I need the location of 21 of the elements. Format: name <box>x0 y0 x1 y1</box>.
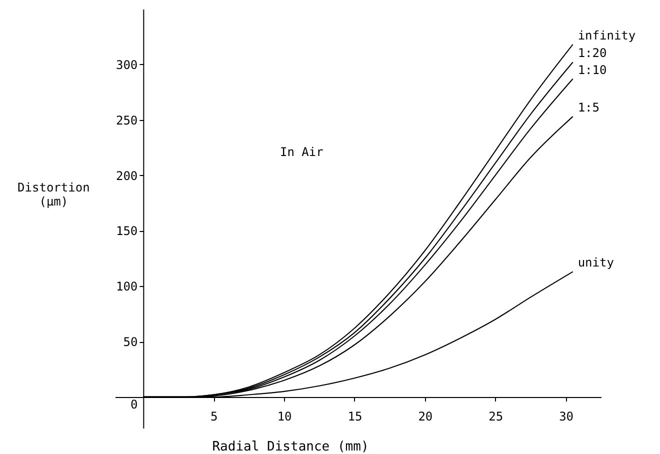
y-tick-label: 50 <box>123 335 138 350</box>
x-tick-label: 25 <box>488 409 504 424</box>
y-tick-label: 150 <box>116 224 138 238</box>
series-label: infinity <box>578 28 636 42</box>
series-label: 1:10 <box>578 62 607 77</box>
y-tick-label: 0 <box>130 397 138 412</box>
y-axis-title: Distortion (μm) <box>18 180 90 208</box>
annotation: In Air <box>280 145 324 159</box>
series-label: 1:20 <box>578 46 607 60</box>
y-tick-label: 250 <box>116 113 138 128</box>
series-label: 1:5 <box>578 100 600 115</box>
y-tick-label: 100 <box>116 280 138 294</box>
x-tick-label: 10 <box>277 409 292 424</box>
y-tick-label: 200 <box>116 168 138 183</box>
x-tick-label: 15 <box>348 409 362 424</box>
y-tick-label: 300 <box>116 58 138 72</box>
x-axis-title: Radial Distance (mm) <box>212 439 369 454</box>
series-label: unity <box>578 256 614 270</box>
x-tick-label: 30 <box>559 409 574 424</box>
x-tick-label: 20 <box>418 409 433 424</box>
x-tick-label: 5 <box>210 409 218 424</box>
